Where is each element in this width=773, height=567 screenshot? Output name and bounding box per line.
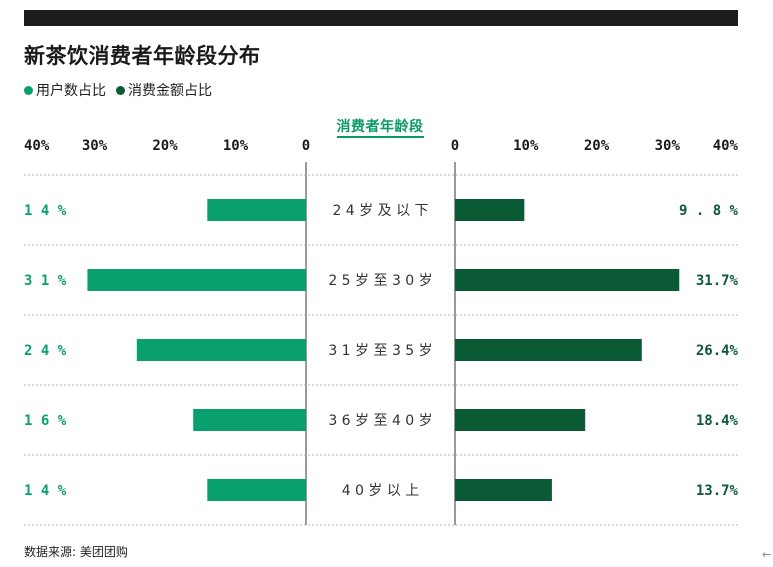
user-share-bar: [136, 339, 306, 361]
user-share-value-label: 1 4 %: [24, 203, 67, 219]
age-group-label: 4 0 岁 以 上: [342, 483, 420, 499]
user-share-bar: [207, 199, 306, 221]
user-share-value-label: 1 4 %: [24, 483, 67, 499]
user-share-value-label: 2 4 %: [24, 343, 67, 359]
top-banner-bar: [24, 10, 738, 26]
age-group-label: 2 4 岁 及 以 下: [332, 203, 428, 219]
spend-share-value-label: 9 . 8 %: [679, 203, 739, 219]
user-share-bar: [193, 409, 306, 431]
age-group-label: 3 1 岁 至 3 5 岁: [328, 343, 432, 359]
left-tick-label: 30%: [82, 138, 108, 154]
legend-item-user: 用户数占比: [24, 80, 106, 100]
legend-item-spend: 消费金额占比: [116, 80, 212, 100]
spend-share-bar: [455, 479, 552, 501]
right-tick-label: 30%: [655, 138, 681, 154]
center-axis-title-text: 消费者年龄段: [336, 119, 424, 138]
left-tick-label: 40%: [24, 138, 50, 154]
spend-share-bar: [455, 199, 525, 221]
spend-share-bar: [455, 339, 642, 361]
spend-share-value-label: 26.4%: [696, 343, 739, 359]
user-share-value-label: 1 6 %: [24, 413, 67, 429]
right-tick-label: 40%: [713, 138, 739, 154]
right-tick-label: 10%: [513, 138, 539, 154]
chart-title: 新茶饮消费者年龄段分布: [24, 44, 261, 68]
user-share-bar: [207, 479, 306, 501]
legend-dot-spend: [116, 85, 125, 95]
left-tick-label: 0: [302, 138, 310, 154]
legend-dot-user: [24, 85, 33, 95]
spend-share-value-label: 31.7%: [696, 273, 739, 289]
age-group-label: 3 6 岁 至 4 0 岁: [328, 413, 432, 429]
spend-share-bar: [455, 269, 680, 291]
spend-share-value-label: 18.4%: [696, 413, 739, 429]
data-source-note: 数据来源: 美团团购: [24, 545, 128, 559]
user-share-value-label: 3 1 %: [24, 273, 67, 289]
legend-label-spend: 消费金额占比: [128, 83, 212, 99]
right-tick-label: 20%: [584, 138, 610, 154]
spend-share-value-label: 13.7%: [696, 483, 739, 499]
spend-share-bar: [455, 409, 586, 431]
left-tick-label: 10%: [223, 138, 249, 154]
legend-label-user: 用户数占比: [36, 83, 106, 99]
left-tick-label: 20%: [152, 138, 178, 154]
corner-arrow-icon: ←: [762, 548, 772, 561]
user-share-bar: [87, 269, 306, 291]
age-group-label: 2 5 岁 至 3 0 岁: [328, 273, 432, 289]
center-axis-title: 消费者年龄段: [306, 116, 454, 138]
right-tick-label: 0: [451, 138, 459, 154]
chart-legend: 用户数占比 消费金额占比: [24, 80, 222, 100]
